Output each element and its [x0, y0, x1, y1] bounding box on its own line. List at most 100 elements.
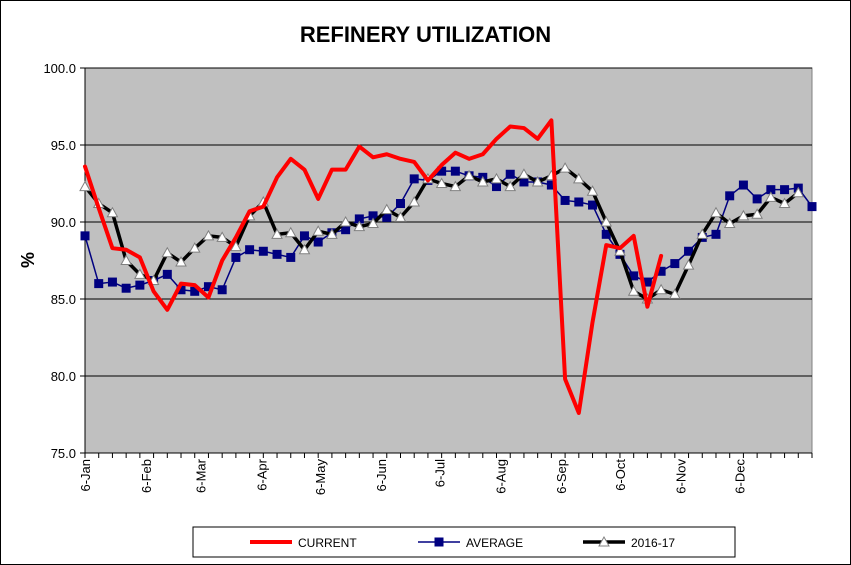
- data-point: [135, 280, 145, 290]
- data-point: [737, 209, 750, 221]
- data-point: [668, 288, 681, 299]
- data-point: [738, 180, 748, 190]
- data-point: [121, 283, 131, 293]
- data-point: [120, 254, 133, 265]
- data-point: [394, 211, 407, 222]
- data-point: [284, 226, 297, 238]
- data-point: [449, 180, 462, 192]
- y-tick-label: 90.0: [51, 215, 76, 230]
- legend-marker: [434, 537, 444, 547]
- data-point: [298, 243, 311, 255]
- legend-item: 2016-17: [583, 535, 675, 550]
- data-point: [490, 172, 503, 184]
- data-point: [560, 195, 570, 205]
- data-point: [134, 268, 146, 279]
- data-point: [106, 206, 119, 218]
- x-axis: 6-Jan 6-Feb 6-Mar 6-Apr 6-May 6-Jun 6-Jul 6-Aug…: [78, 452, 813, 496]
- data-point: [807, 202, 817, 212]
- data-point: [80, 231, 90, 241]
- data-point: [572, 172, 585, 184]
- data-point: [245, 245, 255, 255]
- data-point: [696, 228, 709, 239]
- data-point: [258, 246, 268, 256]
- data-point: [723, 217, 736, 229]
- data-point: [627, 285, 640, 296]
- x-tick-label: 6-Aug: [493, 459, 508, 494]
- data-point: [778, 197, 791, 209]
- data-point: [684, 246, 694, 256]
- legend-label: 2016-17: [631, 536, 675, 550]
- data-point: [175, 256, 187, 267]
- legend-label: CURRENT: [298, 536, 357, 550]
- data-point: [655, 283, 667, 295]
- data-point: [395, 199, 405, 209]
- legend-item: AVERAGE: [418, 536, 523, 550]
- data-point: [230, 240, 242, 252]
- data-point: [725, 191, 735, 201]
- data-point: [463, 169, 475, 181]
- data-point: [792, 186, 805, 198]
- x-tick-label: 6-Mar: [194, 458, 209, 493]
- data-point: [339, 215, 352, 227]
- series-current: [83, 118, 664, 415]
- y-tick-label: 95.0: [51, 138, 76, 153]
- data-point: [271, 228, 283, 239]
- data-point: [188, 242, 201, 253]
- legend: CURRENT AVERAGE 2016-17: [192, 526, 736, 558]
- data-point: [519, 177, 529, 187]
- x-tick-label: 6-Feb: [139, 459, 154, 493]
- data-point: [94, 279, 104, 289]
- data-point: [751, 208, 763, 219]
- data-point: [531, 175, 544, 187]
- data-point: [505, 169, 515, 179]
- series-layer: [79, 118, 817, 415]
- data-point: [299, 231, 309, 241]
- legend-marker: [598, 535, 610, 547]
- gridlines: [85, 67, 812, 454]
- x-tick-label: 6-May: [313, 459, 328, 496]
- data-point: [752, 194, 762, 204]
- series-line: [83, 118, 664, 415]
- data-point: [408, 195, 421, 207]
- data-point: [312, 225, 325, 236]
- x-tick-label: 6-Jun: [374, 459, 389, 492]
- legend-item: CURRENT: [250, 536, 357, 550]
- data-point: [600, 215, 613, 227]
- data-point: [353, 220, 366, 232]
- y-axis-label: %: [18, 252, 38, 268]
- chart-title: REFINERY UTILIZATION: [299, 22, 552, 47]
- data-point: [161, 246, 174, 258]
- x-tick-label: 6-Dec: [732, 459, 747, 494]
- data-point: [450, 166, 460, 176]
- data-point: [711, 229, 721, 239]
- data-point: [588, 200, 598, 210]
- y-axis: 75.0 80.0 85.0 90.0 95.0 100.0: [43, 61, 86, 461]
- data-point: [231, 252, 241, 262]
- data-point: [409, 174, 419, 184]
- x-tick-label: 6-Jan: [78, 459, 93, 492]
- data-point: [614, 245, 626, 256]
- data-point: [216, 231, 229, 242]
- data-point: [586, 185, 599, 196]
- data-point: [341, 225, 351, 235]
- plot-area: [84, 67, 813, 454]
- x-tick-label: 6-Jul: [433, 459, 448, 487]
- data-point: [682, 259, 695, 270]
- data-point: [559, 162, 571, 173]
- data-point: [435, 177, 448, 188]
- x-tick-label: 6-Apr: [254, 458, 269, 490]
- y-tick-label: 80.0: [51, 369, 76, 384]
- x-tick-label: 6-Sep: [554, 459, 569, 494]
- x-tick-label: 6-Nov: [674, 459, 689, 494]
- data-point: [272, 249, 282, 259]
- data-point: [217, 285, 227, 295]
- data-point: [367, 217, 379, 229]
- data-point: [518, 168, 530, 179]
- data-point: [492, 182, 502, 192]
- data-point: [574, 197, 584, 207]
- data-point: [79, 180, 91, 192]
- data-point: [313, 237, 323, 247]
- data-point: [326, 228, 338, 239]
- data-point: [380, 203, 393, 215]
